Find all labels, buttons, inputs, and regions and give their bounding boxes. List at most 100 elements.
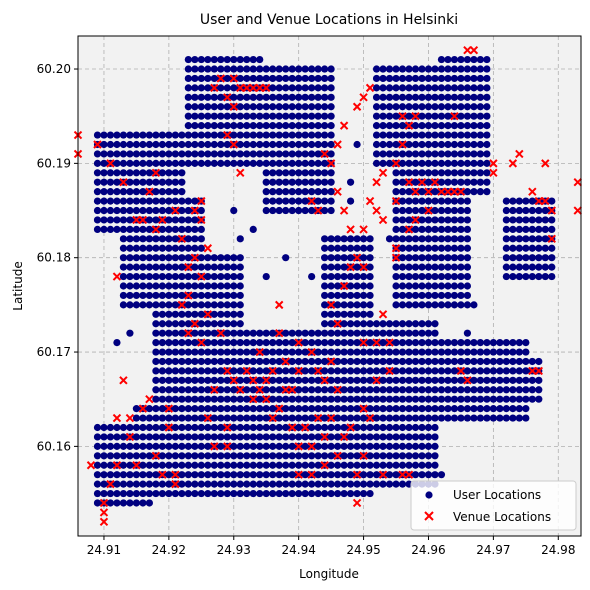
user-location-point [515, 206, 523, 215]
user-location-point [327, 395, 335, 403]
user-location-point [132, 489, 141, 498]
user-location-point [197, 480, 205, 488]
venue-locations-layer [73, 45, 582, 527]
user-location-point [197, 301, 205, 309]
user-location-point [210, 320, 218, 328]
user-location-point [132, 197, 141, 205]
user-location-point [178, 310, 186, 318]
venue-location-point [326, 159, 336, 168]
user-location-point [366, 244, 374, 252]
user-location-point [457, 112, 465, 120]
user-location-point [275, 471, 283, 479]
user-location-point [437, 405, 446, 413]
user-location-point [145, 471, 153, 479]
user-location-point [424, 216, 433, 224]
user-location-point [424, 395, 433, 403]
user-location-point [398, 150, 407, 158]
user-location-point [217, 65, 225, 73]
user-location-point [463, 150, 472, 158]
user-location-point [262, 329, 270, 337]
user-location-point [171, 367, 179, 375]
user-location-point [444, 206, 452, 215]
user-location-point [295, 197, 303, 205]
user-location-point [119, 301, 128, 309]
user-location-point [392, 122, 400, 130]
user-location-point [165, 159, 173, 167]
user-location-point [139, 433, 147, 441]
user-location-point [418, 471, 426, 479]
y-tick-label: 60.16 [37, 439, 71, 453]
user-location-point [327, 423, 335, 432]
user-location-point [197, 55, 205, 64]
user-location-point [398, 367, 407, 375]
user-location-point [230, 112, 238, 120]
user-location-point [210, 310, 218, 318]
user-location-point [470, 376, 478, 384]
user-location-point [392, 206, 400, 215]
user-location-point [275, 150, 283, 158]
user-location-point [463, 225, 472, 233]
user-location-point [424, 461, 433, 469]
user-location-point [424, 93, 433, 101]
user-location-point [262, 65, 270, 73]
user-location-point [301, 65, 309, 73]
user-location-point [392, 282, 400, 290]
user-location-point [353, 423, 361, 432]
user-location-point [483, 131, 491, 139]
user-location-point [385, 480, 394, 488]
user-location-point [314, 65, 322, 73]
user-location-point [119, 282, 128, 290]
user-location-point [301, 93, 309, 101]
user-location-point [385, 386, 394, 394]
user-location-point [353, 291, 361, 300]
user-location-point [223, 65, 231, 73]
user-location-point [463, 197, 472, 205]
user-location-point [210, 348, 218, 356]
user-location-point [405, 206, 413, 215]
user-location-point [314, 150, 322, 158]
user-location-point [411, 159, 420, 167]
user-location-point [139, 414, 147, 422]
venue-location-point [242, 83, 251, 93]
user-location-point [405, 414, 413, 422]
user-location-point [321, 282, 329, 290]
user-location-point [385, 122, 394, 130]
user-location-point [230, 339, 238, 347]
user-location-point [139, 235, 147, 243]
user-location-point [100, 216, 108, 224]
user-location-point [496, 386, 504, 394]
user-location-point [405, 197, 413, 205]
venue-location-point [197, 215, 206, 225]
user-location-point [366, 386, 374, 394]
user-location-point [334, 244, 342, 252]
user-location-point [204, 367, 212, 375]
venue-location-point [385, 366, 394, 376]
user-location-point [314, 339, 322, 347]
user-location-point [314, 178, 322, 186]
user-location-point [450, 405, 459, 413]
user-location-point [197, 103, 205, 111]
venue-location-point [398, 470, 407, 479]
user-location-point [392, 461, 400, 469]
user-location-point [132, 282, 141, 290]
user-location-point [340, 423, 348, 432]
user-location-point [353, 405, 361, 413]
user-location-point [359, 414, 368, 422]
user-location-point [450, 225, 459, 233]
user-location-point [126, 206, 134, 215]
user-location-point [210, 433, 218, 441]
user-location-point [100, 471, 108, 479]
user-location-point [106, 150, 115, 158]
user-location-point [171, 433, 179, 441]
venue-location-point [132, 215, 141, 225]
user-location-point [366, 254, 374, 262]
user-location-point [275, 376, 283, 384]
user-location-point [178, 169, 186, 177]
user-location-point [359, 357, 368, 366]
user-location-point [204, 112, 212, 120]
user-location-point [327, 376, 335, 384]
user-location-point [243, 150, 251, 158]
user-location-point [230, 452, 238, 460]
user-location-point [463, 395, 472, 403]
user-location-point [372, 386, 381, 394]
